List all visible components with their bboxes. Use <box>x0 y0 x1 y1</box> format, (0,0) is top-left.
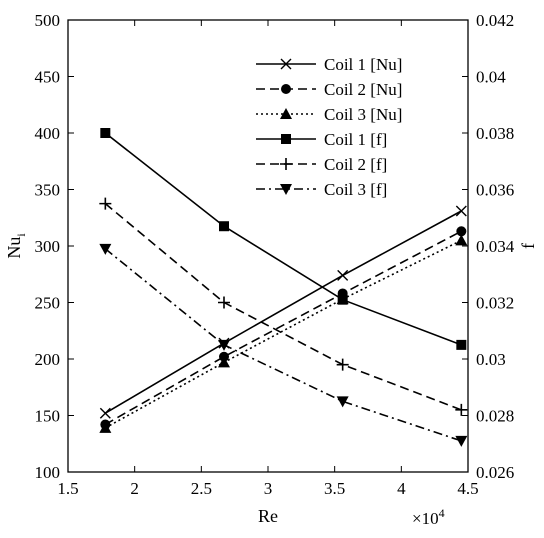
series-3 <box>99 234 468 433</box>
legend-item: Coil 2 [Nu] <box>256 80 402 99</box>
x-tick-label: 2 <box>130 479 139 498</box>
series-line <box>104 239 462 429</box>
data-point <box>336 358 349 371</box>
series-1 <box>99 205 467 419</box>
x-tick-label: 4.5 <box>457 479 478 498</box>
series-line <box>104 132 462 346</box>
legend-label: Coil 2 [f] <box>324 155 387 174</box>
legend-label: Coil 1 [f] <box>324 130 387 149</box>
data-point <box>99 243 112 255</box>
series-2 <box>100 226 467 430</box>
y-right-tick-label: 0.038 <box>476 124 514 143</box>
x-tick-label: 4 <box>397 479 406 498</box>
y-right-tick-label: 0.026 <box>476 463 514 482</box>
data-point <box>218 339 230 351</box>
data-point <box>455 435 468 447</box>
series-line <box>104 210 462 414</box>
x-tick-label: 1.5 <box>57 479 78 498</box>
data-point <box>218 356 230 368</box>
y-right-tick-label: 0.04 <box>476 68 506 87</box>
y-right-tick-label: 0.03 <box>476 350 506 369</box>
data-point <box>336 396 349 408</box>
y-right-tick-label: 0.042 <box>476 11 514 30</box>
legend-label: Coil 3 [Nu] <box>324 105 402 124</box>
x-axis-label: Re <box>258 506 278 526</box>
y-left-tick-label: 300 <box>35 237 61 256</box>
data-point <box>337 269 349 281</box>
data-point <box>99 197 112 210</box>
series-layer <box>99 128 468 447</box>
legend-item: Coil 3 [Nu] <box>256 105 402 124</box>
legend-label: Coil 1 [Nu] <box>324 55 402 74</box>
legend-label: Coil 2 [Nu] <box>324 80 402 99</box>
x-tick-label: 3.5 <box>324 479 345 498</box>
data-point <box>456 226 467 237</box>
plot-area-border <box>67 19 469 473</box>
legend: Coil 1 [Nu] Coil 2 [Nu] Coil 3 [Nu] Coil 1 … <box>256 55 402 199</box>
data-point <box>219 221 229 232</box>
y-left-tick-label: 200 <box>35 350 61 369</box>
legend-item: Coil 1 [Nu] <box>256 55 402 74</box>
x-axis-multiplier-exponent: 4 <box>439 506 445 520</box>
y-left-tick-label: 450 <box>35 68 61 87</box>
data-point <box>99 407 111 419</box>
data-point <box>218 296 230 309</box>
data-point <box>337 294 348 305</box>
x-axis-multiplier-base: ×10 <box>412 509 439 528</box>
series-6 <box>99 243 468 447</box>
series-5 <box>99 197 468 416</box>
x-tick-label: 2.5 <box>191 479 212 498</box>
data-point <box>455 403 468 416</box>
legend-swatch-marker <box>280 184 292 195</box>
data-point <box>455 205 467 217</box>
plot-frame <box>67 19 469 473</box>
legend-item: Coil 3 [f] <box>256 180 387 199</box>
legend-swatch-marker <box>280 158 292 170</box>
y-left-tick-label: 150 <box>35 407 61 426</box>
y-right-tick-label: 0.028 <box>476 407 514 426</box>
tick-layer: 1.5 2 2.5 3 3.5 4 4.5 100 150 200 250 300 350 400 450 5… <box>35 11 515 498</box>
y-left-tick-label: 500 <box>35 11 61 30</box>
y-left-tick-label: 400 <box>35 124 61 143</box>
y-left-tick-label: 100 <box>35 463 61 482</box>
legend-swatch-marker <box>280 108 292 119</box>
y-right-tick-label: 0.032 <box>476 294 514 313</box>
legend-swatch-marker <box>281 134 291 144</box>
legend-swatch-marker <box>281 84 291 94</box>
y-left-tick-label: 250 <box>35 294 61 313</box>
series-4 <box>100 128 467 350</box>
data-point <box>455 234 468 246</box>
x-axis-multiplier: ×104 <box>412 506 445 528</box>
data-point <box>456 339 467 350</box>
y-left-axis-label: Nui <box>4 233 28 259</box>
legend-label: Coil 3 [f] <box>324 180 387 199</box>
data-point <box>99 421 112 433</box>
y-right-tick-label: 0.036 <box>476 181 514 200</box>
series-line <box>104 230 462 426</box>
series-line <box>104 202 462 411</box>
legend-item: Coil 1 [f] <box>256 130 387 149</box>
y-left-tick-label: 350 <box>35 181 61 200</box>
y-right-axis-label: f <box>518 243 538 249</box>
y-left-axis-label-main: Nu <box>4 237 24 259</box>
y-right-tick-label: 0.034 <box>476 237 515 256</box>
y-left-axis-label-subscript: i <box>14 233 28 237</box>
legend-swatch-marker <box>280 58 292 70</box>
x-tick-label: 3 <box>264 479 273 498</box>
data-point <box>100 128 111 138</box>
legend-item: Coil 2 [f] <box>256 155 387 174</box>
series-line <box>104 248 462 442</box>
